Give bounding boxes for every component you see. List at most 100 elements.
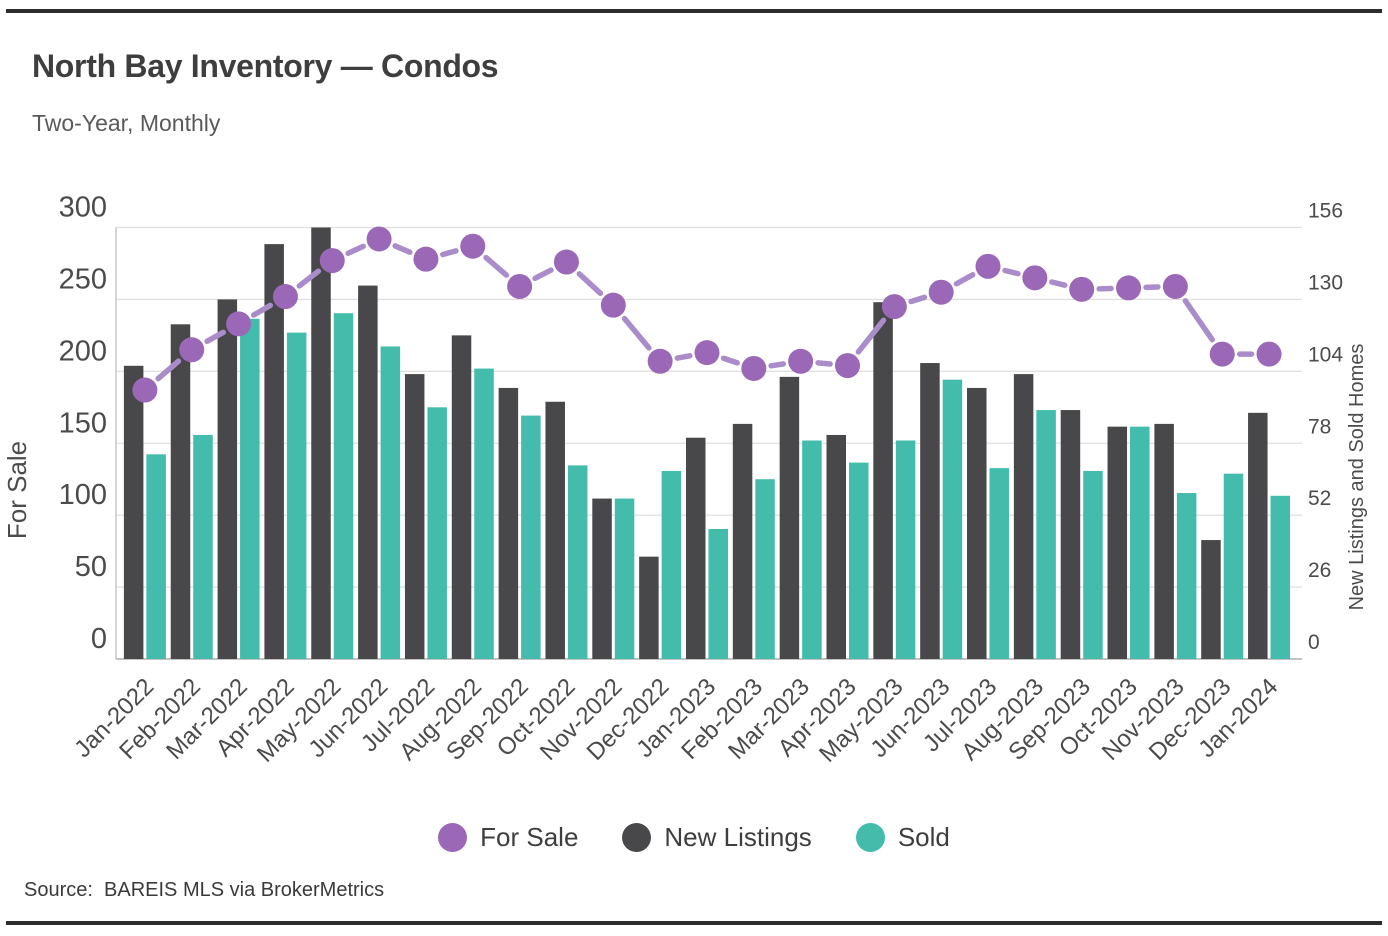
for-sale-line-segment [440,248,459,258]
bar-sold [755,479,775,659]
chart-legend: For Sale New Listings Sold [0,822,1388,853]
legend-item-sold: Sold [855,822,950,853]
for-sale-line-segment [1049,279,1068,288]
bar-new-listings [779,376,800,659]
bar-new-listings [920,363,940,659]
bar-sold [1176,493,1197,659]
for-sale-line-segment [815,360,833,367]
right-axis-tick-label: 156 [1308,200,1343,223]
for-sale-marker [132,377,158,403]
legend-label: New Listings [664,822,812,852]
bar-new-listings [1013,374,1034,659]
for-sale-line-segment [1182,298,1216,343]
for-sale-marker [1209,341,1235,367]
right-axis-tick-label: 78 [1308,415,1331,438]
bar-new-listings [685,437,706,659]
bar-sold [802,440,822,659]
for-sale-marker [788,348,814,374]
bar-new-listings [592,498,612,659]
right-axis-tick-label: 104 [1308,343,1343,366]
for-sale-line-segment [855,317,887,355]
bar-new-listings [545,401,565,659]
bar-new-listings [404,374,425,659]
bar-sold [474,368,494,659]
bar-new-listings [967,387,987,659]
for-sale-marker [507,273,533,299]
for-sale-marker [835,353,860,379]
bar-sold [661,470,682,659]
for-sale-line-segment [483,254,510,278]
bar-sold [614,498,635,659]
bar-sold [1223,473,1244,659]
bar-sold [1130,426,1150,659]
bar-new-listings [1248,412,1268,659]
new-listings-legend-dot-icon [622,823,652,852]
bar-new-listings [264,244,284,659]
for-sale-line-segment [532,267,554,282]
legend-label: Sold [897,822,950,852]
bar-sold [193,434,213,659]
bottom-rule [6,921,1382,925]
for-sale-marker [928,279,954,305]
right-axis-tick-label: 130 [1308,271,1343,294]
legend-label: For Sale [480,822,579,852]
bar-sold [286,332,307,659]
bar-new-listings [1201,540,1221,659]
bar-new-listings [358,285,378,659]
for-sale-legend-dot-icon [438,823,468,852]
bar-new-listings [123,365,144,659]
bar-sold [942,379,963,659]
left-axis-tick-label: 100 [59,479,107,511]
for-sale-marker [366,226,392,252]
right-axis-tick-label: 52 [1308,487,1331,510]
source-note: Source: BAREIS MLS via BrokerMetrics [24,879,385,901]
for-sale-marker [179,337,205,363]
bar-new-listings [639,556,659,659]
for-sale-marker [647,348,673,374]
top-rule [6,9,1382,13]
bar-sold [567,465,588,659]
for-sale-marker [319,248,345,274]
bar-sold [849,462,869,659]
chart-title: North Bay Inventory — Condos [32,48,499,84]
for-sale-line-segment [621,315,652,351]
right-axis-tick-label: 26 [1308,559,1331,582]
for-sale-line-segment [392,243,413,255]
left-axis-tick-label: 50 [75,551,107,583]
bar-new-listings [498,387,519,659]
sold-legend-dot-icon [855,823,885,852]
bar-sold [895,440,916,659]
for-sale-line-segment [953,272,976,287]
bar-new-listings [873,302,893,659]
for-sale-marker [881,294,907,320]
for-sale-line-segment [250,302,274,318]
bar-sold [333,313,354,659]
left-axis-title: For Sale [2,441,32,539]
right-axis-tick-label: 0 [1308,631,1320,654]
bar-new-listings [170,324,191,659]
bar-new-listings [451,335,472,659]
for-sale-marker [272,284,298,310]
bar-sold [427,407,447,659]
for-sale-marker [1256,341,1282,367]
right-axis-title: New Listings and Sold Homes [1346,344,1368,611]
for-sale-marker [1022,265,1048,291]
legend-item-new-listings: New Listings [622,822,812,853]
for-sale-line-segment [204,329,227,345]
for-sale-line-segment [576,271,604,297]
bar-sold [146,454,166,659]
bar-new-listings [732,423,753,659]
for-sale-line-segment [768,361,787,369]
bar-sold [1270,495,1291,659]
bar-new-listings [1060,410,1081,659]
for-sale-marker [1162,273,1188,299]
for-sale-line-segment [155,358,182,382]
left-axis-tick-label: 200 [59,335,107,367]
bar-sold [240,318,260,659]
left-axis-tick-label: 150 [59,407,107,439]
for-sale-marker [460,233,486,259]
bar-new-listings [826,434,846,659]
for-sale-line-segment [296,268,322,289]
